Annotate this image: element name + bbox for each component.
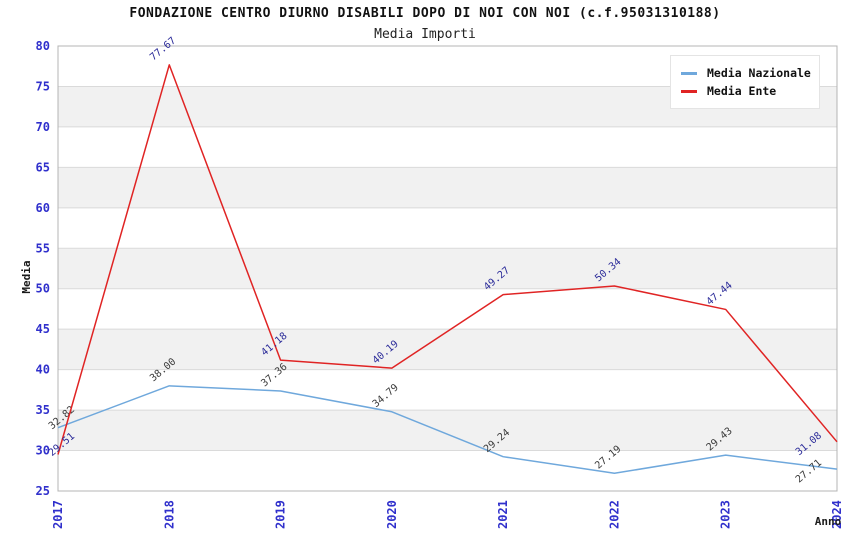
y-tick-label: 40 [36, 363, 50, 377]
y-tick-label: 60 [36, 201, 50, 215]
y-axis-title: Media [20, 260, 33, 293]
y-tick-label: 30 [36, 444, 50, 458]
x-tick-label: 2022 [607, 500, 621, 529]
series-line-media-ente [57, 64, 838, 455]
legend: Media Nazionale Media Ente [670, 55, 820, 109]
point-label-media-ente: 77.67 [148, 35, 178, 63]
x-tick-label: 2023 [719, 500, 733, 529]
plot-band [58, 329, 837, 370]
chart-subtitle: Media Importi [374, 27, 476, 42]
y-tick-label: 25 [36, 484, 50, 498]
x-tick-label: 2017 [51, 500, 65, 529]
x-tick-label: 2018 [162, 500, 176, 529]
chart-title: FONDAZIONE CENTRO DIURNO DISABILI DOPO D… [129, 6, 721, 21]
y-tick-label: 75 [36, 79, 50, 93]
plot-band [58, 410, 837, 451]
point-label-media-nazionale: 34.79 [371, 382, 401, 410]
legend-item-media-nazionale: Media Nazionale [681, 65, 811, 81]
x-tick-label: 2020 [385, 500, 399, 529]
x-axis-title: Anno [815, 515, 842, 528]
y-tick-label: 50 [36, 282, 50, 296]
y-tick-label: 65 [36, 160, 50, 174]
y-tick-label: 70 [36, 120, 50, 134]
legend-label-media-nazionale: Media Nazionale [707, 66, 811, 80]
x-tick-label: 2021 [496, 500, 510, 529]
x-tick-label: 2024 [830, 500, 844, 529]
y-tick-label: 80 [36, 39, 50, 53]
plot-band [58, 167, 837, 208]
series-line-media-nazionale [57, 385, 838, 475]
x-tick-label: 2019 [274, 500, 288, 529]
legend-swatch-media-ente [681, 89, 697, 93]
y-tick-label: 35 [36, 403, 50, 417]
plot-frame [57, 45, 838, 492]
y-tick-label: 45 [36, 322, 50, 336]
legend-item-media-ente: Media Ente [681, 83, 811, 99]
legend-swatch-media-nazionale [681, 71, 697, 75]
plot-band [58, 248, 837, 289]
point-label-media-nazionale: 27.71 [794, 458, 824, 486]
y-tick-label: 55 [36, 241, 50, 255]
legend-label-media-ente: Media Ente [707, 84, 777, 98]
